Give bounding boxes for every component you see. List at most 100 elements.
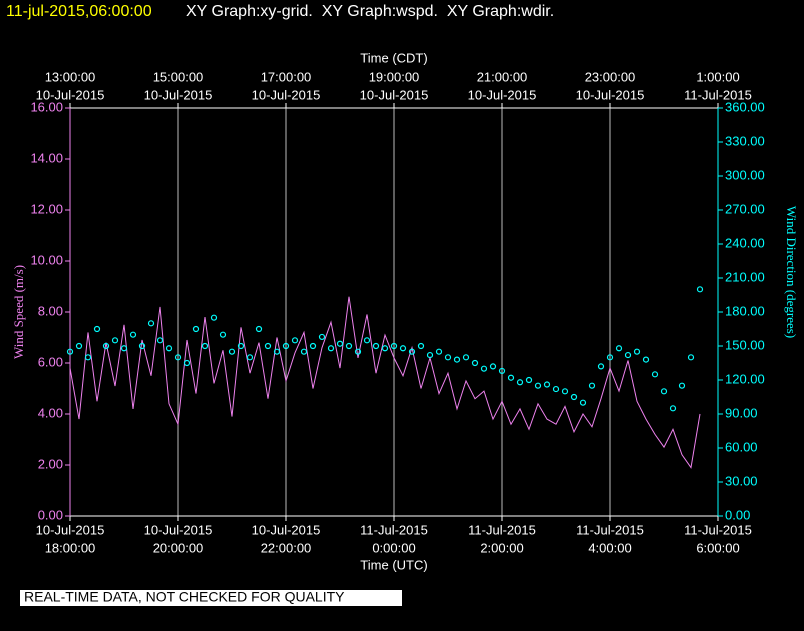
wind-direction-point bbox=[120, 345, 128, 352]
wind-direction-point bbox=[372, 342, 380, 350]
wind-direction-point bbox=[273, 348, 281, 355]
wind-direction-point bbox=[318, 333, 326, 341]
wind-direction-point bbox=[525, 376, 533, 384]
x2-axis-label: Time (CDT) bbox=[360, 50, 427, 65]
wind-direction-point bbox=[426, 351, 434, 359]
wind-direction-point bbox=[66, 348, 74, 355]
y2-tick-label: 30.00 bbox=[725, 473, 758, 488]
wind-direction-point bbox=[633, 348, 641, 355]
x2-tick-label: 21:00:00 bbox=[477, 69, 528, 84]
y-tick-label: 6.00 bbox=[38, 354, 63, 369]
y2-tick-label: 360.00 bbox=[725, 99, 765, 114]
y2-tick-label: 300.00 bbox=[725, 167, 765, 182]
x-tick-label: 11-Jul-2015 bbox=[684, 522, 752, 537]
wind-direction-point bbox=[696, 286, 704, 293]
y-tick-label: 0.00 bbox=[38, 507, 63, 522]
wind-direction-point bbox=[282, 342, 290, 350]
y2-tick-label: 150.00 bbox=[725, 337, 765, 352]
y-tick-label: 8.00 bbox=[38, 303, 63, 318]
wind-direction-point bbox=[255, 325, 263, 333]
wind-direction-point bbox=[561, 388, 569, 395]
wind-direction-point bbox=[669, 405, 677, 412]
wind-direction-point bbox=[660, 388, 668, 395]
y-tick-label: 10.00 bbox=[30, 252, 63, 267]
x-tick-label: 6:00:00 bbox=[696, 540, 739, 555]
timestamp: 11-jul-2015,06:00:00 bbox=[6, 3, 152, 20]
wind-direction-point bbox=[300, 348, 308, 355]
x2-tick-label: 15:00:00 bbox=[153, 69, 204, 84]
wind-direction-point bbox=[615, 345, 623, 352]
y2-tick-label: 120.00 bbox=[725, 371, 765, 386]
wind-direction-point bbox=[345, 342, 353, 350]
x-tick-label: 22:00:00 bbox=[261, 540, 312, 555]
wind-direction-point bbox=[480, 365, 488, 372]
wind-direction-point bbox=[354, 348, 362, 355]
x2-tick-label: 17:00:00 bbox=[261, 69, 312, 84]
x2-tick-label: 1:00:00 bbox=[696, 69, 739, 84]
wind-direction-point bbox=[228, 348, 236, 355]
x-axis-label: Time (UTC) bbox=[360, 557, 427, 572]
wind-direction-point bbox=[498, 367, 506, 375]
wind-direction-point bbox=[570, 393, 578, 401]
wind-direction-point bbox=[417, 342, 425, 350]
wind-direction-point bbox=[264, 342, 272, 350]
x2-tick-label: 10-Jul-2015 bbox=[360, 87, 429, 102]
wind-direction-point bbox=[552, 385, 560, 393]
wind-direction-point bbox=[201, 342, 209, 350]
y-tick-label: 16.00 bbox=[30, 99, 63, 114]
wind-direction-point bbox=[471, 359, 479, 367]
wind-direction-point bbox=[183, 359, 191, 367]
wind-direction-point bbox=[147, 320, 155, 327]
y-tick-label: 12.00 bbox=[30, 201, 63, 216]
wind-direction-point bbox=[309, 342, 317, 350]
wind-direction-point bbox=[444, 354, 452, 361]
x-tick-label: 2:00:00 bbox=[480, 540, 523, 555]
wind-direction-point bbox=[606, 354, 614, 361]
note: REAL-TIME DATA, NOT CHECKED FOR QUALITY bbox=[24, 589, 345, 605]
wind-direction-point bbox=[381, 345, 389, 352]
x2-tick-label: 13:00:00 bbox=[45, 69, 96, 84]
x2-tick-label: 19:00:00 bbox=[369, 69, 420, 84]
wind-direction-point bbox=[174, 354, 182, 361]
wind-direction-point bbox=[462, 354, 470, 361]
y2-tick-label: 210.00 bbox=[725, 269, 765, 284]
wind-direction-point bbox=[390, 342, 398, 350]
y2-tick-label: 0.00 bbox=[725, 507, 750, 522]
wind-direction-point bbox=[543, 381, 551, 388]
wind-direction-point bbox=[579, 399, 587, 406]
y2-tick-label: 330.00 bbox=[725, 133, 765, 148]
wind-direction-point bbox=[192, 325, 200, 333]
x-tick-label: 18:00:00 bbox=[45, 540, 96, 555]
x-tick-label: 11-Jul-2015 bbox=[576, 522, 644, 537]
wind-direction-point bbox=[489, 363, 497, 370]
wind-direction-point bbox=[75, 342, 83, 350]
wind-direction-point bbox=[651, 371, 659, 378]
x-tick-label: 0:00:00 bbox=[372, 540, 415, 555]
wind-direction-point bbox=[399, 345, 407, 352]
y2-tick-label: 240.00 bbox=[725, 235, 765, 250]
wind-direction-point bbox=[435, 348, 443, 355]
wind-direction-point bbox=[534, 382, 542, 389]
wind-direction-point bbox=[588, 382, 596, 389]
wind-direction-point bbox=[210, 314, 218, 321]
wind-direction-point bbox=[291, 337, 299, 344]
wind-direction-point bbox=[102, 342, 110, 350]
note-box bbox=[20, 590, 402, 606]
y2-tick-label: 90.00 bbox=[725, 405, 758, 420]
wind-direction-point bbox=[93, 325, 101, 333]
y2-tick-label: 180.00 bbox=[725, 303, 765, 318]
x2-tick-label: 10-Jul-2015 bbox=[576, 87, 645, 102]
x-tick-label: 11-Jul-2015 bbox=[360, 522, 428, 537]
wind-direction-point bbox=[237, 342, 245, 350]
wind-direction-point bbox=[327, 345, 335, 352]
wind-direction-point bbox=[642, 356, 650, 363]
x2-tick-label: 10-Jul-2015 bbox=[36, 87, 105, 102]
y-tick-label: 2.00 bbox=[38, 456, 63, 471]
y-axis-label: Wind Speed (m/s) bbox=[11, 265, 26, 359]
y2-tick-label: 270.00 bbox=[725, 201, 765, 216]
x-tick-label: 11-Jul-2015 bbox=[468, 522, 536, 537]
wind-direction-point bbox=[597, 363, 605, 370]
wind-direction-point bbox=[111, 337, 119, 344]
wind-direction-point bbox=[678, 382, 686, 389]
